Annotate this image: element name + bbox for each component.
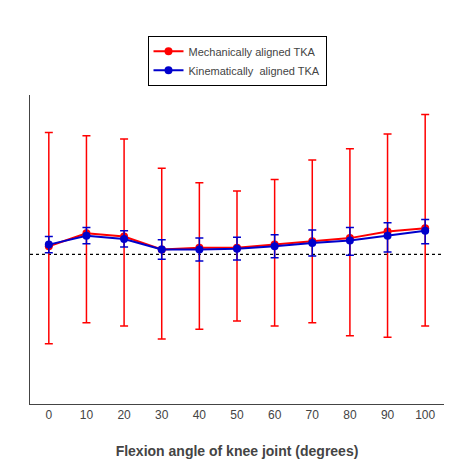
svg-text:Flexion angle of knee joint (d: Flexion angle of knee joint (degrees) bbox=[116, 443, 359, 459]
svg-text:Kinematically aligned TKA: Kinematically aligned TKA bbox=[189, 65, 320, 77]
svg-text:90: 90 bbox=[381, 408, 395, 422]
svg-text:70: 70 bbox=[306, 408, 320, 422]
svg-text:80: 80 bbox=[343, 408, 357, 422]
svg-text:20: 20 bbox=[117, 408, 131, 422]
svg-text:100: 100 bbox=[415, 408, 435, 422]
svg-text:Mechanically aligned TKA: Mechanically aligned TKA bbox=[189, 46, 316, 58]
svg-text:60: 60 bbox=[268, 408, 282, 422]
svg-text:50: 50 bbox=[230, 408, 244, 422]
svg-text:10: 10 bbox=[80, 408, 94, 422]
svg-text:0: 0 bbox=[45, 408, 52, 422]
svg-text:30: 30 bbox=[155, 408, 169, 422]
svg-text:40: 40 bbox=[193, 408, 207, 422]
